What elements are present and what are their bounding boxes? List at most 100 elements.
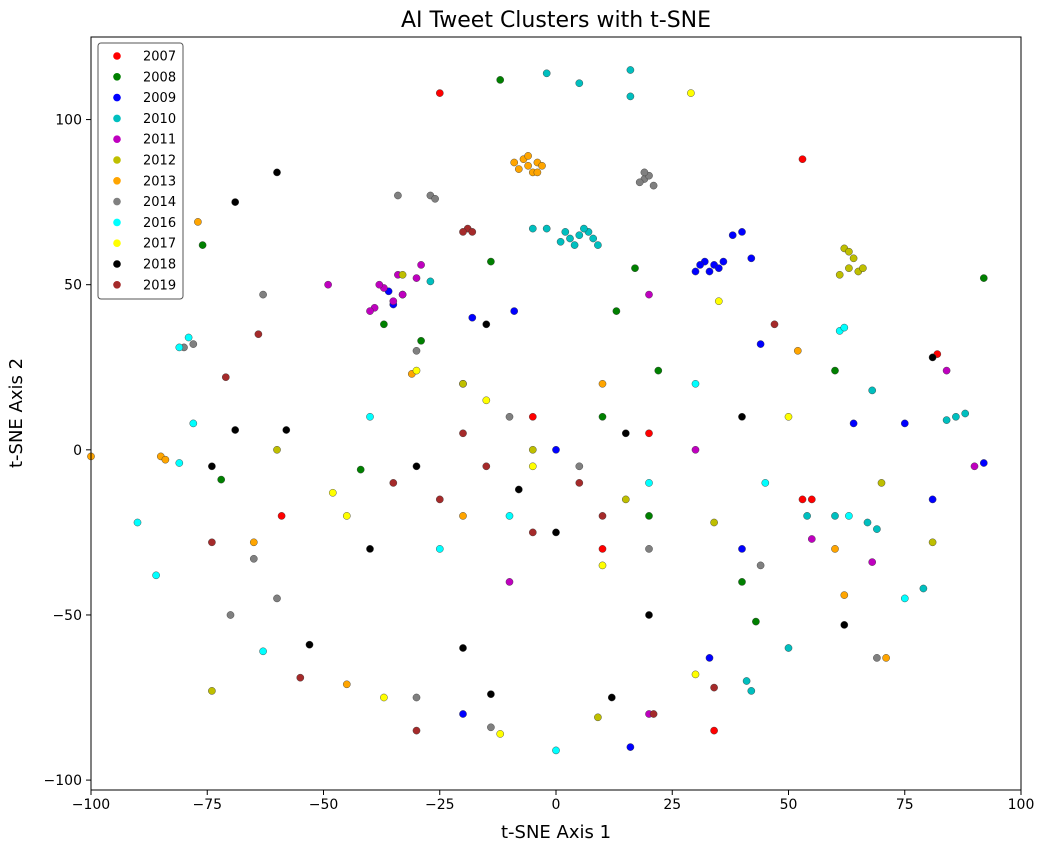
point-2010-19 — [742, 677, 751, 685]
legend-marker-2012 — [113, 156, 121, 164]
point-2019-5 — [208, 538, 216, 547]
point-2016-17 — [761, 479, 770, 487]
legend-marker-2013 — [113, 177, 121, 185]
point-2019-2 — [459, 228, 467, 236]
point-2018-18 — [552, 528, 560, 537]
point-2016-9 — [552, 746, 560, 755]
point-2016-11 — [845, 512, 853, 520]
y-axis-label: t-SNE Axis 2 — [6, 358, 27, 468]
point-2012-8 — [928, 538, 937, 547]
point-2019-9 — [770, 320, 779, 329]
point-2008-7 — [831, 366, 839, 375]
point-2012-5 — [845, 247, 853, 256]
point-2008-15 — [598, 412, 607, 421]
point-2010-17 — [873, 525, 881, 533]
point-2016-14 — [435, 545, 444, 553]
point-2019-6 — [296, 673, 305, 682]
point-2014-7 — [431, 194, 439, 203]
point-2012-16 — [710, 518, 718, 527]
legend-label-2019: 2019 — [143, 278, 176, 293]
point-2018-13 — [366, 545, 374, 553]
legend-marker-2010 — [113, 114, 121, 123]
ticks-layer: −100 −75 −50 −25 0 25 50 75 100 −100 −50 0 50 100 — [44, 113, 1035, 813]
point-2016-8 — [133, 518, 142, 527]
x-tick-label-7: 75 — [896, 797, 914, 813]
point-2010-18 — [919, 584, 928, 593]
point-2012-13 — [398, 270, 407, 279]
point-2013-4 — [515, 165, 523, 173]
point-2013-8 — [533, 168, 542, 177]
point-2016-6 — [152, 571, 160, 580]
y-tick-label-3: 50 — [64, 278, 82, 294]
point-2008-9 — [380, 320, 388, 329]
point-2007-3 — [798, 495, 807, 504]
legend-label-2011: 2011 — [143, 133, 176, 148]
point-2017-10 — [784, 412, 793, 421]
point-2010-20 — [747, 687, 756, 695]
point-2019-15 — [389, 479, 398, 487]
legend-label-2016: 2016 — [143, 216, 176, 231]
point-2016-13 — [645, 479, 653, 487]
point-2014-6 — [394, 191, 402, 200]
point-2011-12 — [942, 366, 951, 375]
point-2009-13 — [510, 307, 519, 315]
point-2007-0 — [435, 89, 444, 97]
point-2009-15 — [849, 419, 858, 428]
point-2012-11 — [273, 445, 281, 454]
point-2011-6 — [375, 280, 384, 289]
legend-label-2014: 2014 — [143, 195, 176, 210]
point-2017-1 — [496, 730, 505, 738]
point-2018-11 — [459, 644, 467, 652]
point-2010-14 — [542, 69, 551, 78]
point-2009-8 — [738, 228, 746, 236]
point-2018-15 — [515, 485, 523, 494]
point-2008-12 — [738, 578, 746, 586]
point-2007-2 — [710, 726, 718, 735]
point-2011-8 — [417, 261, 425, 269]
point-2009-20 — [705, 654, 714, 662]
point-2018-17 — [412, 462, 421, 471]
legend-label-2010: 2010 — [143, 112, 176, 127]
point-2008-2 — [980, 274, 988, 282]
point-2010-6 — [561, 228, 570, 236]
legend: 2007 2008 2009 2010 2011 2012 2013 2014 2016 2017… — [97, 42, 184, 300]
point-2010-7 — [594, 241, 602, 249]
point-2018-4 — [282, 426, 291, 434]
point-2010-27 — [803, 512, 811, 520]
point-2011-16 — [505, 578, 514, 586]
point-2019-14 — [575, 479, 584, 487]
series-2017 — [328, 89, 793, 738]
point-2011-0 — [389, 297, 398, 306]
legend-label-2017: 2017 — [143, 237, 176, 252]
point-2018-10 — [928, 353, 937, 362]
point-2010-26 — [868, 386, 877, 395]
point-2016-16 — [505, 512, 514, 520]
point-2007-10 — [529, 412, 537, 421]
point-2012-6 — [859, 264, 867, 273]
point-2007-8 — [598, 545, 607, 553]
point-2009-17 — [928, 495, 937, 504]
point-2014-4 — [640, 168, 649, 177]
point-2013-0 — [524, 161, 532, 170]
point-2019-10 — [710, 683, 718, 692]
point-2011-15 — [808, 535, 816, 543]
point-2011-1 — [398, 290, 407, 299]
point-2019-17 — [459, 429, 467, 438]
point-2013-12 — [161, 455, 170, 464]
point-2013-19 — [459, 512, 467, 520]
point-2019-4 — [221, 373, 230, 382]
point-2014-11 — [226, 611, 235, 619]
legend-box — [97, 42, 184, 300]
chart-title: AI Tweet Clusters with t-SNE — [401, 8, 711, 33]
point-2011-7 — [412, 274, 421, 282]
point-2014-15 — [273, 594, 281, 603]
point-2018-14 — [738, 412, 746, 421]
series-2009 — [384, 228, 988, 751]
point-2008-0 — [496, 76, 505, 84]
series-2018 — [208, 168, 937, 702]
point-2016-1 — [840, 323, 849, 332]
point-2017-9 — [598, 561, 607, 570]
point-2012-15 — [622, 495, 630, 504]
legend-label-2012: 2012 — [143, 154, 176, 169]
